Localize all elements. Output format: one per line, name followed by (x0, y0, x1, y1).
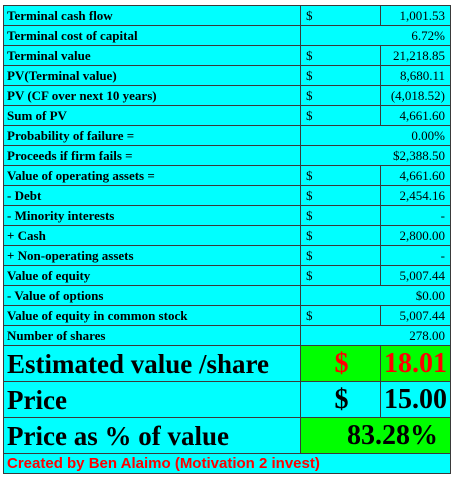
table-row: Value of equity $ 5,007.44 (3, 265, 451, 286)
valuation-table: Terminal cash flow $ 1,001.53 Terminal c… (3, 5, 451, 474)
value-cell[interactable]: (4,018.52) (380, 85, 451, 106)
row-label[interactable]: Value of equity in common stock (3, 305, 301, 326)
credit-row: Created by Ben Alaimo (Motivation 2 inve… (3, 453, 451, 474)
table-row: + Cash $ 2,800.00 (3, 225, 451, 246)
row-label[interactable]: PV (CF over next 10 years) (3, 85, 301, 106)
table-row: Sum of PV $ 4,661.60 (3, 105, 451, 126)
row-label[interactable]: Value of operating assets = (3, 165, 301, 186)
row-label[interactable]: + Non-operating assets (3, 245, 301, 266)
currency-cell[interactable]: $ (300, 245, 381, 266)
currency-cell[interactable]: $ (300, 265, 381, 286)
value-cell[interactable]: - (380, 245, 451, 266)
currency-cell[interactable]: $ (300, 305, 381, 326)
currency-cell[interactable]: $ (300, 5, 381, 26)
table-row: - Value of options $0.00 (3, 285, 451, 306)
price-label[interactable]: Price (3, 381, 301, 418)
value-cell[interactable]: 2,800.00 (380, 225, 451, 246)
table-row: Proceeds if firm fails = $2,388.50 (3, 145, 451, 166)
estimated-value-row: Estimated value /share $ 18.01 (3, 345, 451, 382)
value-cell[interactable]: $2,388.50 (300, 145, 451, 166)
table-row: Value of operating assets = $ 4,661.60 (3, 165, 451, 186)
currency-cell[interactable]: $ (300, 65, 381, 86)
row-label[interactable]: + Cash (3, 225, 301, 246)
row-label[interactable]: Value of equity (3, 265, 301, 286)
value-cell[interactable]: 2,454.16 (380, 185, 451, 206)
estimated-value-currency[interactable]: $ (300, 345, 381, 382)
table-row: Probability of failure = 0.00% (3, 125, 451, 146)
estimated-value-label[interactable]: Estimated value /share (3, 345, 301, 382)
table-row: Value of equity in common stock $ 5,007.… (3, 305, 451, 326)
value-cell[interactable]: 0.00% (300, 125, 451, 146)
value-cell[interactable]: 4,661.60 (380, 165, 451, 186)
row-label[interactable]: - Value of options (3, 285, 301, 306)
currency-cell[interactable]: $ (300, 85, 381, 106)
row-label[interactable]: Sum of PV (3, 105, 301, 126)
row-label[interactable]: Probability of failure = (3, 125, 301, 146)
currency-cell[interactable]: $ (300, 205, 381, 226)
estimated-value-cell[interactable]: 18.01 (380, 345, 451, 382)
value-cell[interactable]: 8,680.11 (380, 65, 451, 86)
currency-cell[interactable]: $ (300, 225, 381, 246)
value-cell[interactable]: 278.00 (300, 325, 451, 346)
price-currency[interactable]: $ (300, 381, 381, 418)
price-pct-row: Price as % of value 83.28% (3, 417, 451, 454)
row-label[interactable]: - Minority interests (3, 205, 301, 226)
currency-cell[interactable]: $ (300, 45, 381, 66)
table-row: + Non-operating assets $ - (3, 245, 451, 266)
table-row: Terminal cost of capital 6.72% (3, 25, 451, 46)
price-pct-label[interactable]: Price as % of value (3, 417, 301, 454)
row-label[interactable]: - Debt (3, 185, 301, 206)
value-cell[interactable]: 6.72% (300, 25, 451, 46)
table-row: PV (CF over next 10 years) $ (4,018.52) (3, 85, 451, 106)
value-cell[interactable]: 21,218.85 (380, 45, 451, 66)
table-row: - Debt $ 2,454.16 (3, 185, 451, 206)
value-cell[interactable]: 5,007.44 (380, 265, 451, 286)
price-value-cell[interactable]: 15.00 (380, 381, 451, 418)
row-label[interactable]: Terminal cash flow (3, 5, 301, 26)
currency-cell[interactable]: $ (300, 165, 381, 186)
value-cell[interactable]: 1,001.53 (380, 5, 451, 26)
value-cell[interactable]: $0.00 (300, 285, 451, 306)
row-label[interactable]: Proceeds if firm fails = (3, 145, 301, 166)
value-cell[interactable]: - (380, 205, 451, 226)
price-pct-value-cell[interactable]: 83.28% (300, 417, 451, 454)
table-row: PV(Terminal value) $ 8,680.11 (3, 65, 451, 86)
table-row: Terminal value $ 21,218.85 (3, 45, 451, 66)
currency-cell[interactable]: $ (300, 185, 381, 206)
table-row: Terminal cash flow $ 1,001.53 (3, 5, 451, 26)
row-label[interactable]: PV(Terminal value) (3, 65, 301, 86)
currency-cell[interactable]: $ (300, 105, 381, 126)
price-row: Price $ 15.00 (3, 381, 451, 418)
row-label[interactable]: Number of shares (3, 325, 301, 346)
row-label[interactable]: Terminal value (3, 45, 301, 66)
table-row: - Minority interests $ - (3, 205, 451, 226)
value-cell[interactable]: 5,007.44 (380, 305, 451, 326)
credit-text[interactable]: Created by Ben Alaimo (Motivation 2 inve… (3, 453, 451, 474)
value-cell[interactable]: 4,661.60 (380, 105, 451, 126)
table-row: Number of shares 278.00 (3, 325, 451, 346)
row-label[interactable]: Terminal cost of capital (3, 25, 301, 46)
